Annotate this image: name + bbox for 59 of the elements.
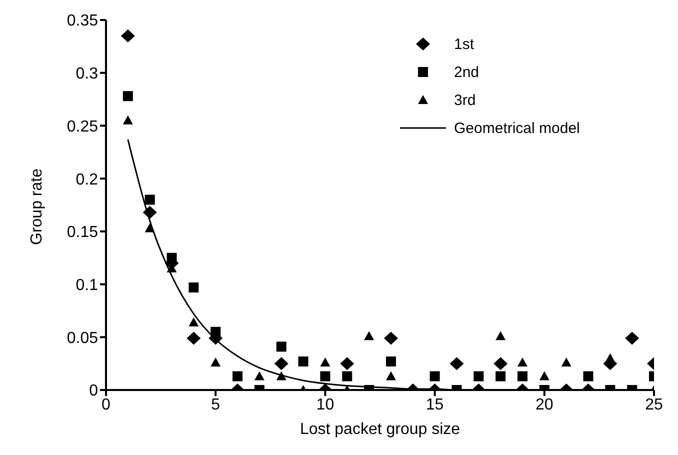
x-tick-label: 0 [102, 396, 111, 414]
x-tick-label: 15 [426, 396, 444, 414]
legend-label: 2nd [454, 64, 480, 80]
point [254, 371, 264, 380]
point [188, 317, 199, 326]
y-tick-label: 0.2 [76, 171, 98, 188]
point [122, 91, 133, 102]
point [298, 356, 308, 366]
point [625, 332, 640, 345]
legend-label: 1st [454, 36, 474, 52]
point [386, 356, 396, 366]
point [144, 194, 155, 205]
point [496, 331, 506, 340]
y-tick-label: 0.15 [66, 224, 98, 242]
x-axis-title: Lost packet group size [300, 421, 460, 438]
point [494, 357, 508, 370]
x-tick-label: 10 [316, 396, 334, 414]
point [583, 371, 594, 382]
point [188, 282, 199, 292]
point [120, 29, 135, 42]
point [364, 331, 374, 340]
x-tick-label: 25 [645, 396, 663, 414]
point [386, 371, 396, 380]
point [276, 371, 286, 380]
y-tick-label: 0.05 [66, 330, 98, 347]
point [561, 358, 572, 367]
point [210, 326, 221, 337]
point [210, 358, 221, 367]
point [605, 353, 616, 362]
point [340, 357, 354, 370]
point [496, 371, 506, 382]
legend-label: 3rd [454, 92, 476, 108]
point [450, 357, 464, 370]
point [474, 371, 484, 382]
point [320, 358, 330, 367]
y-tick-label: 0 [89, 382, 98, 400]
point [122, 115, 133, 124]
point [276, 342, 286, 352]
y-tick-label: 0.3 [76, 66, 98, 83]
point [232, 371, 243, 382]
point [517, 371, 528, 382]
y-tick-label: 0.1 [76, 276, 98, 294]
point [186, 332, 201, 345]
point [142, 206, 157, 219]
point [517, 358, 528, 367]
point [320, 371, 330, 382]
y-axis-title: Group rate [28, 168, 46, 245]
y-tick-label: 0.35 [66, 12, 98, 30]
x-tick-label: 5 [211, 396, 220, 414]
point [342, 371, 352, 382]
point [430, 371, 440, 382]
point [274, 357, 288, 370]
point [539, 371, 550, 380]
point [384, 332, 398, 345]
point [144, 223, 155, 232]
legend-label: Geometrical model [454, 120, 580, 136]
point [166, 252, 177, 263]
x-tick-label: 20 [536, 396, 554, 414]
y-tick-label: 0.25 [66, 118, 98, 136]
